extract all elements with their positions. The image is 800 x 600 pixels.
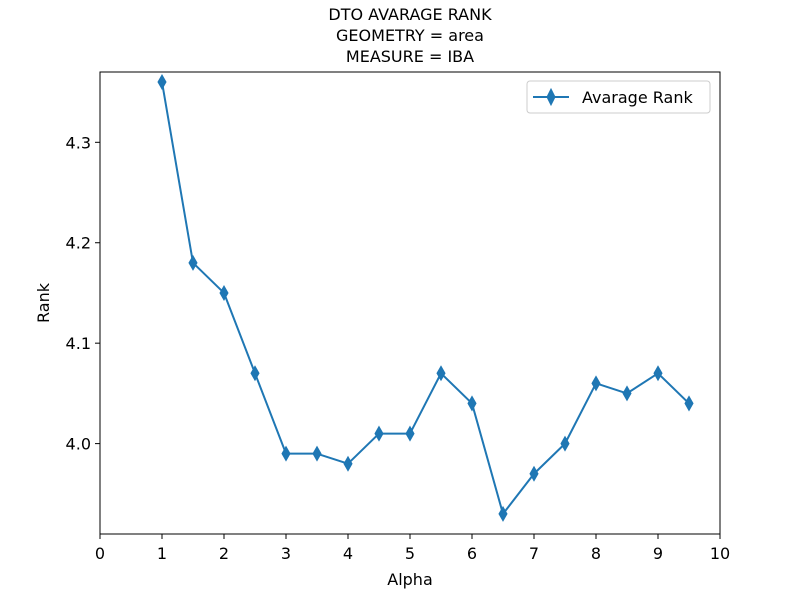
data-point-marker	[622, 385, 632, 402]
x-tick-label: 4	[343, 544, 353, 563]
x-axis-ticks: 0 1 2 3 4 5 6 7 8 9 10	[95, 534, 730, 563]
x-tick-label: 7	[529, 544, 539, 563]
x-tick-label: 10	[710, 544, 730, 563]
y-tick-label: 4.1	[66, 334, 91, 353]
legend-series-marker	[546, 87, 556, 107]
x-tick-label: 5	[405, 544, 415, 563]
data-point-marker	[188, 254, 198, 271]
data-point-marker	[467, 395, 477, 412]
data-point-marker	[591, 375, 601, 392]
data-point-marker	[529, 465, 539, 482]
y-tick-label: 4.2	[66, 234, 91, 253]
data-point-marker	[343, 455, 353, 472]
chart-title: DTO AVARAGE RANK GEOMETRY = area MEASURE…	[328, 5, 492, 66]
x-tick-label: 8	[591, 544, 601, 563]
x-tick-label: 6	[467, 544, 477, 563]
y-tick-label: 4.0	[66, 435, 91, 454]
x-axis-label: Alpha	[387, 570, 433, 589]
data-point-marker	[157, 74, 167, 91]
x-tick-label: 1	[157, 544, 167, 563]
chart-title-line-1: DTO AVARAGE RANK	[328, 5, 492, 24]
chart-title-line-3: MEASURE = IBA	[346, 47, 474, 66]
data-point-marker	[219, 284, 229, 301]
plot-area-frame	[99, 71, 721, 535]
series-layer	[157, 74, 694, 522]
data-point-marker	[560, 435, 570, 452]
y-axis-ticks: 4.0 4.1 4.2 4.3	[66, 133, 100, 454]
y-tick-label: 4.3	[66, 133, 91, 152]
data-point-marker	[684, 395, 694, 412]
legend-box	[526, 80, 711, 114]
series-line	[161, 81, 690, 515]
x-tick-label: 0	[95, 544, 105, 563]
data-point-marker	[250, 365, 260, 382]
x-tick-label: 2	[219, 544, 229, 563]
data-point-marker	[653, 365, 663, 382]
data-point-marker	[498, 505, 508, 522]
x-tick-label: 3	[281, 544, 291, 563]
x-tick-label: 9	[653, 544, 663, 563]
data-point-marker	[281, 445, 291, 462]
y-axis-label: Rank	[34, 282, 53, 323]
legend-series-label: Avarage Rank	[582, 88, 693, 107]
data-point-marker	[436, 365, 446, 382]
data-point-marker	[312, 445, 322, 462]
data-point-marker	[374, 425, 384, 442]
chart-title-line-2: GEOMETRY = area	[336, 26, 484, 45]
data-point-marker	[405, 425, 415, 442]
legend: Avarage Rank	[526, 80, 711, 114]
